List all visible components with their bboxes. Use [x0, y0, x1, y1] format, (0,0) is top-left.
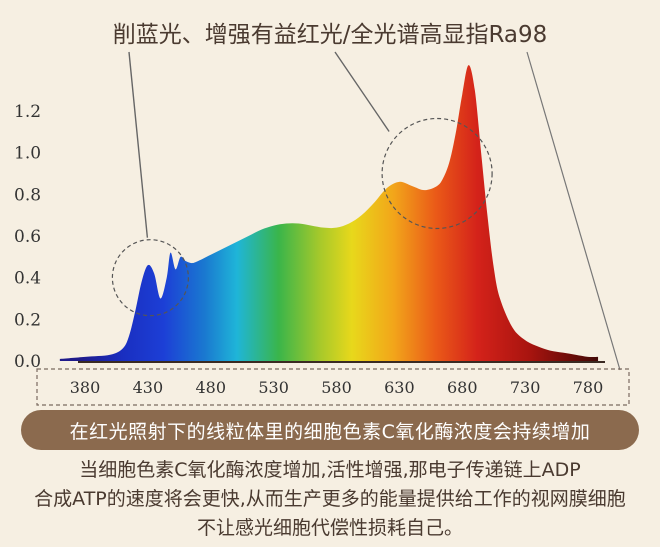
x-tick-label: 480	[195, 378, 226, 397]
chart-title: 削蓝光、增强有益红光/全光谱高显指Ra98	[113, 22, 548, 48]
x-axis-box	[36, 368, 630, 406]
y-tick-label: 0.2	[14, 310, 41, 330]
y-axis-ticks: 0.0 0.2 0.4 0.6 0.8 1.0 1.2	[14, 102, 41, 372]
annotation-layer	[111, 51, 621, 371]
blue-peak-circle	[111, 239, 189, 317]
x-tick-label: 680	[447, 378, 478, 397]
x-axis-ticks: 380 430 480 530 580 630 680 730 780	[70, 378, 604, 397]
y-tick-label: 1.2	[14, 102, 41, 122]
red-leader-line	[334, 51, 390, 132]
y-tick-label: 0.8	[14, 185, 41, 205]
blue-leader-line	[128, 51, 149, 238]
x-tick-label: 430	[133, 378, 164, 397]
red-peak-circle	[381, 117, 493, 230]
x-tick-label: 780	[573, 378, 604, 397]
x-tick-label: 630	[384, 378, 415, 397]
x-tick-label: 380	[70, 378, 101, 397]
spectrum-area	[59, 65, 599, 362]
description-line-1: 当细胞色素C氧化酶浓度增加,活性增强,那电子传递链上ADP	[79, 459, 581, 481]
spectrum-chart: 削蓝光、增强有益红光/全光谱高显指Ra98 0.0 0.2 0.4 0.6 0.8 1.0…	[14, 22, 630, 406]
x-tick-label: 530	[258, 378, 289, 397]
info-banner: 在红光照射下的线粒体里的细胞色素C氧化酶浓度会持续增加	[21, 410, 639, 450]
description-line-2: 合成ATP的速度将会更快,从而生产更多的能量提供给工作的视网膜细胞	[34, 488, 626, 510]
x-tick-label: 580	[321, 378, 352, 397]
edge-leader-line	[526, 51, 621, 371]
y-tick-label: 0.6	[14, 227, 41, 247]
x-tick-label: 730	[510, 378, 541, 397]
y-tick-label: 0.4	[14, 269, 41, 289]
plot-area	[59, 65, 605, 363]
y-tick-label: 0.0	[14, 352, 41, 372]
description-line-3: 不让感光细胞代偿性损耗自己。	[196, 517, 463, 539]
y-tick-label: 1.0	[14, 144, 41, 164]
banner-text: 在红光照射下的线粒体里的细胞色素C氧化酶浓度会持续增加	[69, 420, 591, 443]
